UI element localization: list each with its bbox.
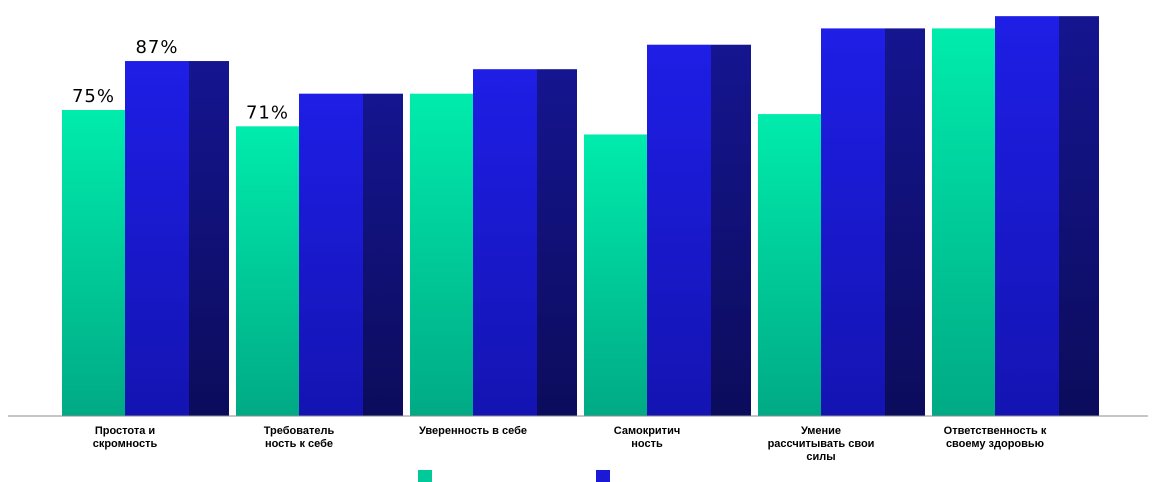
bar-series-1: [758, 114, 821, 416]
bar-series-2: [299, 93, 363, 417]
bar-series-2-depth: [885, 28, 925, 417]
data-labels: 75% 87% 71%: [72, 37, 289, 123]
category-labels: Простота и скромность Требователь ность к с…: [93, 425, 1047, 463]
category-label: Простота и скромность: [93, 425, 158, 450]
category-label: Уверенность в себе: [419, 425, 527, 437]
bar-series-2-depth: [363, 93, 403, 417]
bar-series-2-depth: [711, 44, 751, 416]
data-label: 87%: [135, 37, 178, 58]
category-label: Ответственность к своему здоровью: [944, 425, 1047, 450]
bar-series-1: [932, 28, 995, 417]
category-label: Требователь ность к себе: [264, 425, 335, 450]
bar-series-1: [62, 110, 125, 416]
legend-swatch-series-2: [596, 470, 610, 482]
bar-series-2-depth: [1059, 16, 1099, 416]
bars: [62, 16, 1099, 417]
bar-series-1: [236, 126, 299, 416]
bar-series-2: [125, 61, 189, 416]
data-label: 75%: [72, 86, 115, 107]
bar-series-2: [821, 28, 885, 417]
bar-series-2: [995, 16, 1059, 416]
bar-series-1: [410, 93, 473, 417]
legend-swatch-series-1: [418, 470, 432, 482]
category-label: Умение рассчитывать свои силы: [768, 425, 875, 463]
legend: [418, 470, 610, 482]
category-label: Самокритич ность: [614, 425, 680, 450]
data-label: 71%: [246, 102, 289, 123]
bar-series-2-depth: [537, 69, 577, 416]
bar-series-2: [647, 44, 711, 416]
bar-series-2: [473, 69, 537, 416]
bar-series-1: [584, 134, 647, 417]
bar-series-2-depth: [189, 61, 229, 416]
